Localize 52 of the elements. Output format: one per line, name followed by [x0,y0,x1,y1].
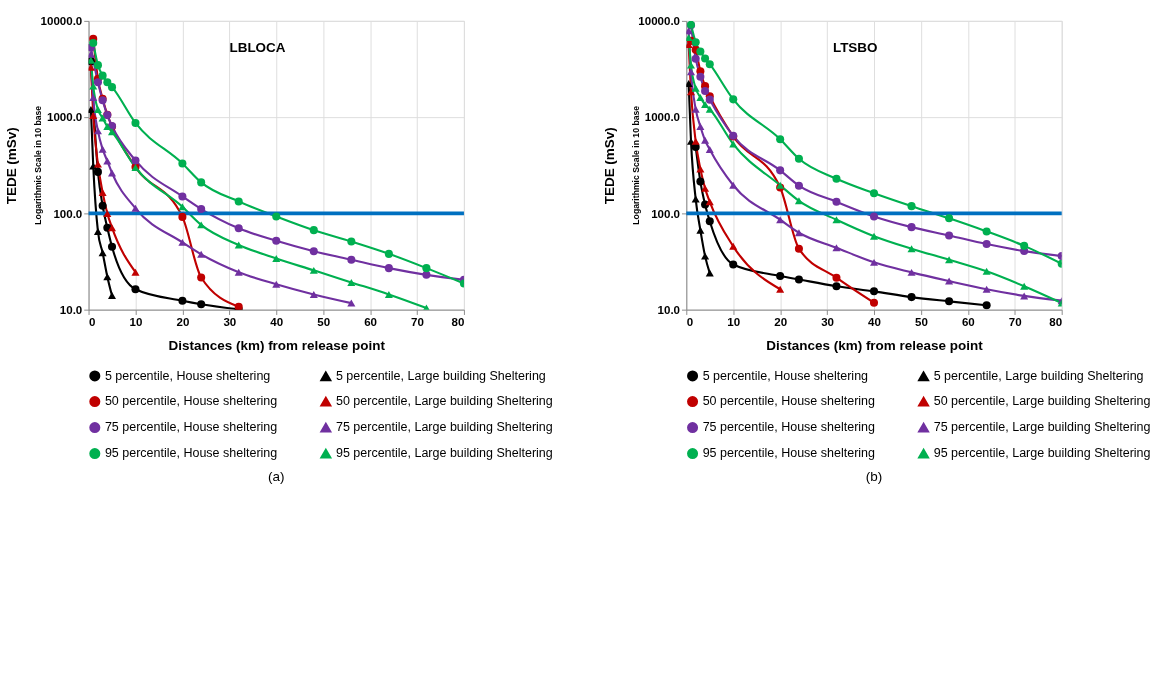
x-tick-label: 20 [176,315,190,328]
x-axis-title: Distances (km) from release point [766,337,984,353]
x-tick-label: 40 [270,315,284,328]
x-tick-label: 80 [1049,315,1063,328]
legend-label: 75 percentile, Large building Sheltering [933,420,1151,435]
legend-label: 95 percentile, House sheltering [702,446,876,461]
text: Logarithmic Scale in 10 base [631,105,642,225]
x-tick-label: 10 [727,315,741,328]
x-tick-label: 10 [129,315,143,328]
x-tick-label: 30 [223,315,237,328]
legend-label: 50 percentile, House sheltering [104,394,278,409]
legend-label: 50 percentile, House sheltering [702,394,876,409]
legend-label: 5 percentile, House sheltering [104,368,271,383]
y-tick-label: 1000.0 [644,111,681,124]
x-tick-label: 0 [686,315,694,328]
y-tick-label: 10.0 [657,303,681,316]
legend-label: 95 percentile, Large building Sheltering [335,446,553,461]
x-tick-label: 70 [411,315,424,328]
x-axis-title: Distances (km) from release point [168,337,386,353]
y-tick-label: 1000.0 [46,111,83,124]
legend-label: 50 percentile, Large building Sheltering [933,394,1151,409]
y-tick-label: 100.0 [53,207,83,220]
x-tick-label: 70 [1008,315,1022,328]
legend-label: 5 percentile, House sheltering [702,368,869,383]
legend-label: 95 percentile, House sheltering [104,446,278,461]
text: LBLOCA [229,39,286,55]
x-tick-label: 50 [914,315,928,328]
y-axis-title: TEDE (mSv) [602,127,618,205]
y-axis-title: TEDE (mSv) [4,127,20,205]
x-tick-label: 0 [89,315,96,328]
legend-label: 50 percentile, Large building Sheltering [335,394,553,409]
text: LTSBO [832,39,878,55]
x-tick-label: 80 [451,315,465,328]
text: Logarithmic Scale in 10 base [33,105,44,225]
x-tick-label: 50 [317,315,331,328]
y-tick-label: 10000.0 [638,15,681,28]
x-tick-label: 20 [774,315,788,328]
x-tick-label: 60 [961,315,975,328]
legend-label: 75 percentile, House sheltering [702,420,876,435]
y-tick-label: 100.0 [651,207,681,220]
legend-label: 75 percentile, Large building Sheltering [335,420,553,435]
y-tick-label: 10.0 [59,303,83,316]
x-tick-label: 40 [868,315,881,328]
y-tick-label: 10000.0 [40,15,83,28]
text: (a) [268,469,285,484]
x-tick-label: 60 [364,315,378,328]
legend-label: 75 percentile, House sheltering [104,420,278,435]
text: (b) [865,469,883,484]
legend-label: 95 percentile, Large building Sheltering [933,446,1151,461]
legend-label: 5 percentile, Large building Sheltering [933,369,1144,384]
x-tick-label: 30 [821,315,834,328]
legend-label: 5 percentile, Large building Sheltering [335,369,546,384]
